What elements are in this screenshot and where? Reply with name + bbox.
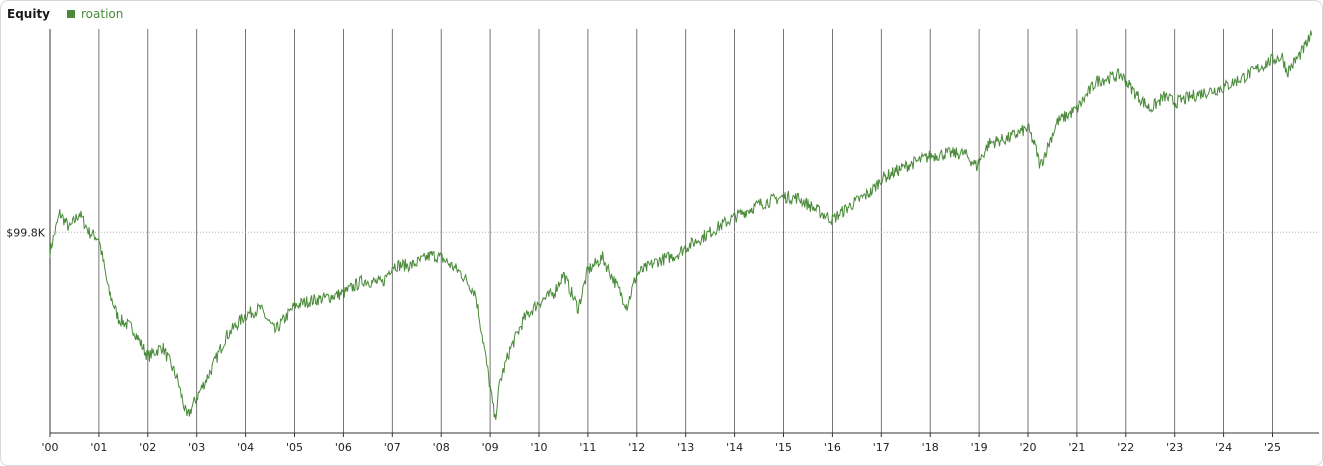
x-tick-labels: '00 '01 '02 '03 '04 '05 '06 '07 '08 '09 '10 '11 '12 '… bbox=[41, 433, 1281, 454]
x-tick-label-2019: '19 bbox=[971, 441, 988, 454]
legend-swatch-icon bbox=[67, 10, 75, 18]
x-tick-label-2025: '25 bbox=[1264, 441, 1281, 454]
x-tick-label-2003: '03 bbox=[188, 441, 205, 454]
x-tick-label-2000: '00 bbox=[41, 441, 58, 454]
x-tick-label-2007: '07 bbox=[384, 441, 401, 454]
x-tick-label-2005: '05 bbox=[286, 441, 303, 454]
x-tick-label-2009: '09 bbox=[482, 441, 499, 454]
x-tick-label-2014: '14 bbox=[726, 441, 743, 454]
x-tick-label-2012: '12 bbox=[628, 441, 645, 454]
x-tick-label-2016: '16 bbox=[824, 441, 841, 454]
x-tick-label-2013: '13 bbox=[677, 441, 694, 454]
x-tick-label-2020: '20 bbox=[1019, 441, 1036, 454]
x-tick-label-2022: '22 bbox=[1117, 441, 1134, 454]
y-tick-label: $99.8K bbox=[6, 226, 45, 239]
series-line-roation bbox=[49, 30, 1313, 420]
legend[interactable]: roation bbox=[67, 7, 123, 21]
x-tick-label-2011: '11 bbox=[579, 441, 596, 454]
x-tick-label-2010: '10 bbox=[530, 441, 547, 454]
x-tick-label-2024: '24 bbox=[1215, 441, 1232, 454]
x-tick-label-2008: '08 bbox=[433, 441, 450, 454]
x-tick-label-2004: '04 bbox=[237, 441, 254, 454]
chart-title: Equity bbox=[7, 7, 51, 21]
x-tick-label-2018: '18 bbox=[922, 441, 939, 454]
x-tick-label-2015: '15 bbox=[775, 441, 792, 454]
x-tick-label-2023: '23 bbox=[1166, 441, 1183, 454]
vertical-gridlines bbox=[98, 29, 1273, 433]
x-tick-label-2021: '21 bbox=[1068, 441, 1085, 454]
x-tick-label-2002: '02 bbox=[139, 441, 156, 454]
legend-series-name: roation bbox=[81, 7, 124, 21]
x-tick-label-2017: '17 bbox=[873, 441, 890, 454]
x-tick-label-2001: '01 bbox=[90, 441, 107, 454]
x-tick-label-2006: '06 bbox=[335, 441, 352, 454]
